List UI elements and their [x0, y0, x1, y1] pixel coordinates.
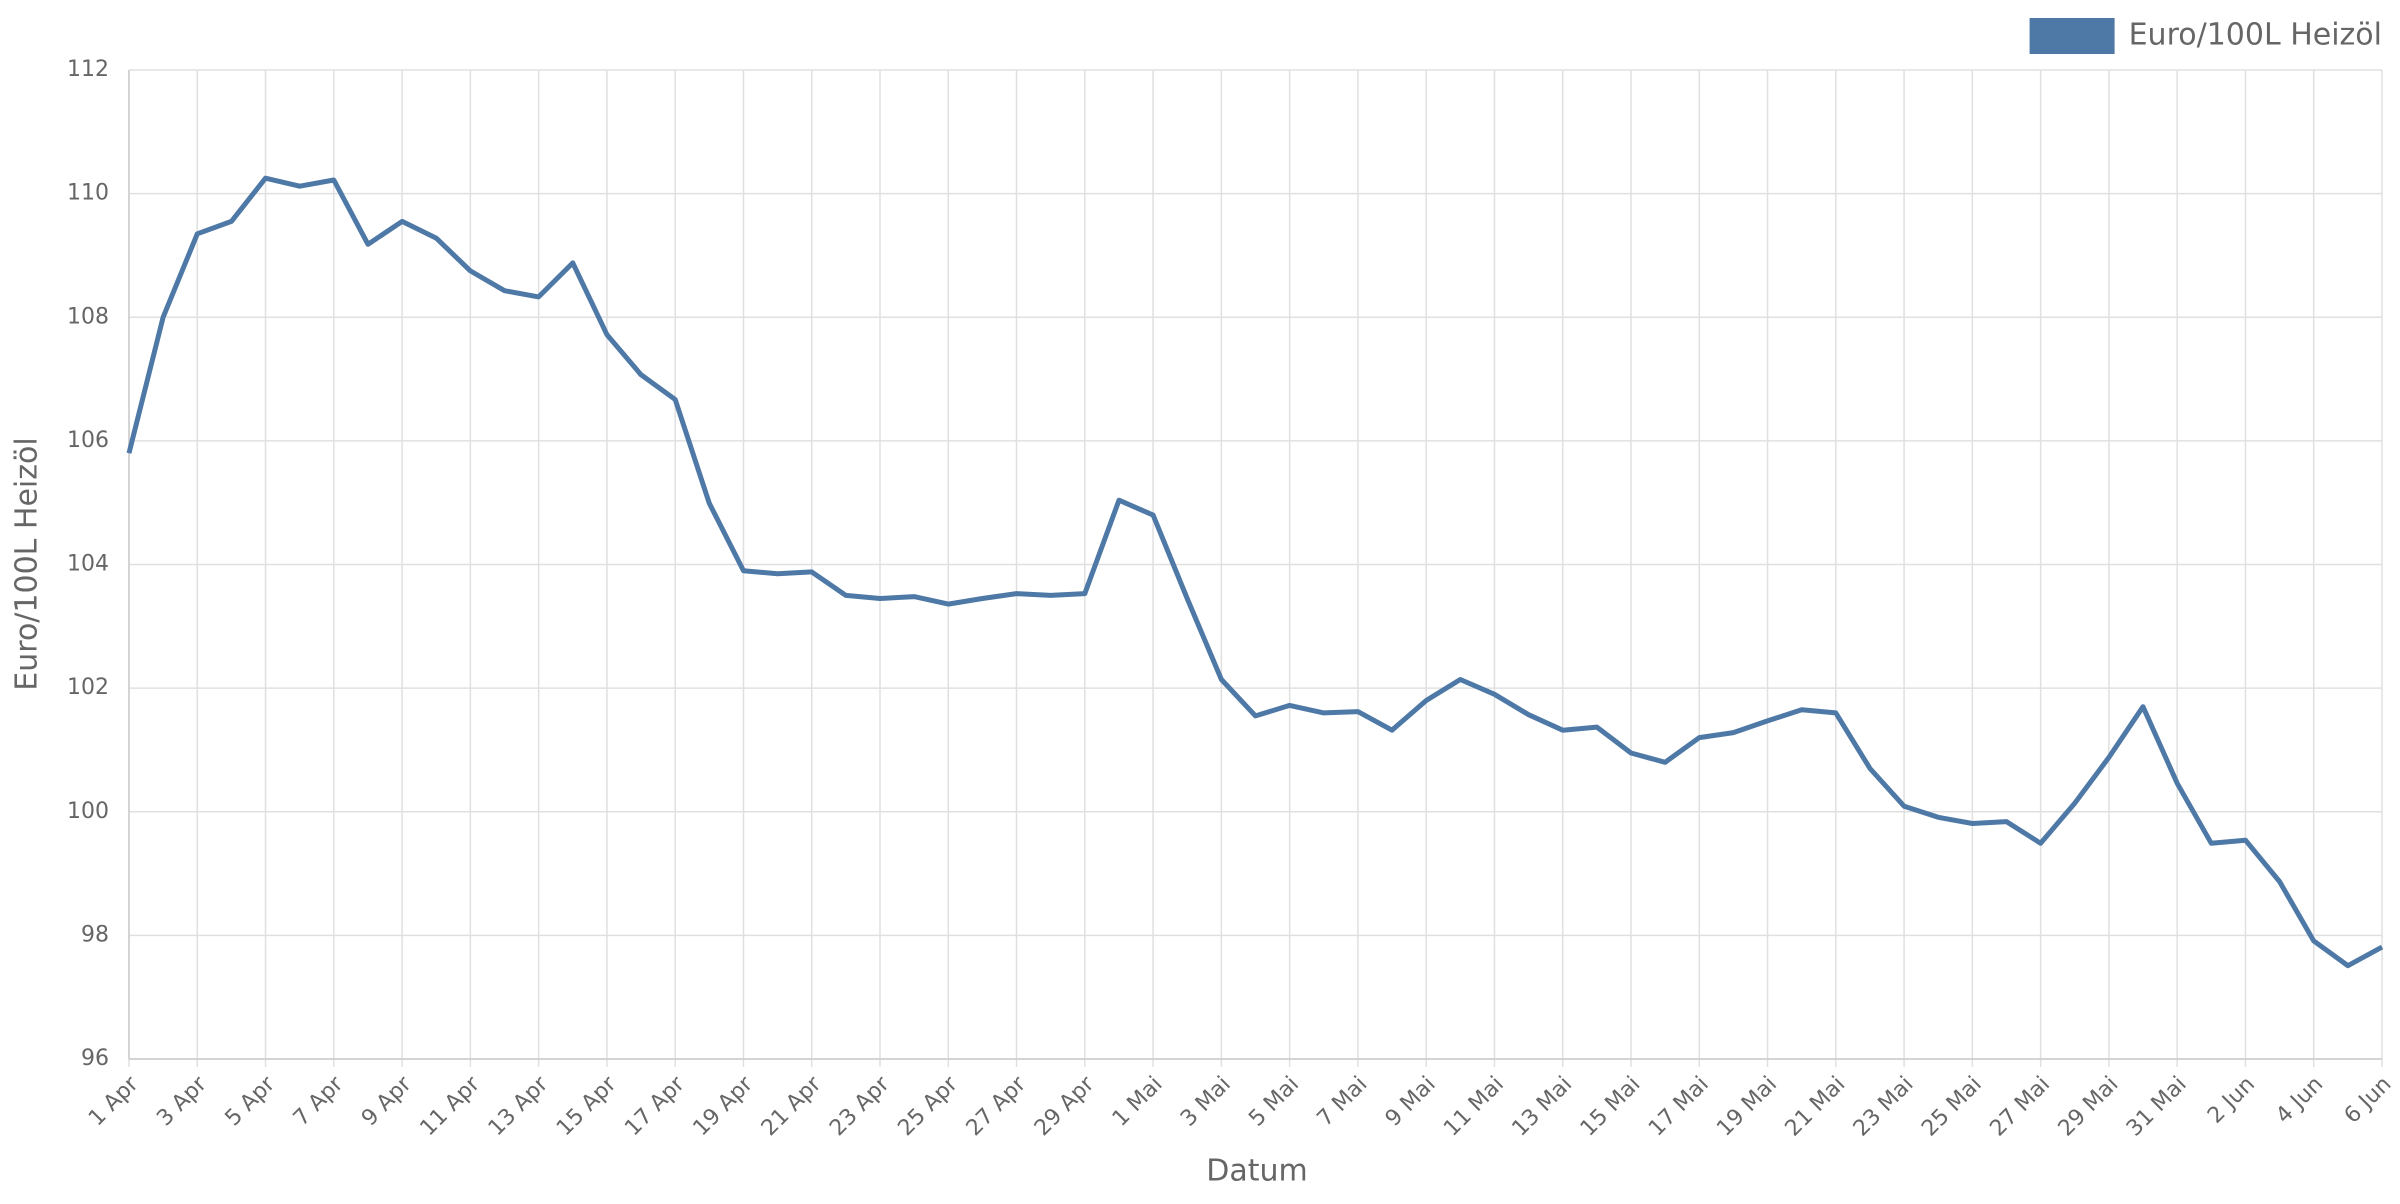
x-tick-label: 29 Apr: [1030, 1071, 1100, 1141]
x-tick-label: 21 Apr: [757, 1071, 827, 1141]
x-tick-label: 1 Mai: [1108, 1072, 1168, 1132]
x-tick-label: 9 Mai: [1381, 1072, 1441, 1132]
x-tick-label: 25 Apr: [893, 1071, 963, 1141]
y-tick-label: 110: [67, 181, 109, 206]
x-tick-label: 7 Mai: [1313, 1072, 1373, 1132]
x-tick-label: 7 Apr: [289, 1071, 349, 1131]
x-tick-label: 11 Apr: [416, 1071, 486, 1141]
y-tick-label: 102: [67, 675, 109, 700]
x-tick-label: 27 Mai: [1985, 1072, 2055, 1142]
y-tick-label: 98: [81, 922, 109, 947]
x-tick-label: 2 Jun: [2203, 1072, 2260, 1129]
x-tick-label: 5 Mai: [1244, 1072, 1304, 1132]
x-tick-label: 3 Apr: [152, 1071, 212, 1131]
x-tick-label: 15 Mai: [1576, 1072, 1646, 1142]
x-tick-label: 4 Jun: [2271, 1072, 2328, 1129]
x-tick-label: 27 Apr: [962, 1071, 1032, 1141]
y-tick-label: 104: [67, 552, 109, 577]
x-tick-label: 23 Apr: [825, 1071, 895, 1141]
legend-swatch: [2029, 18, 2115, 54]
line-series: [126, 175, 2384, 969]
x-tick-label: 17 Apr: [620, 1071, 690, 1141]
x-tick-label: 9 Apr: [357, 1071, 417, 1131]
x-tick-label: 13 Apr: [484, 1071, 554, 1141]
y-tick-label: 112: [67, 57, 109, 82]
x-tick-label: 15 Apr: [552, 1071, 622, 1141]
x-axis-title: Datum: [1206, 1154, 1307, 1189]
x-tick-label: 19 Mai: [1712, 1072, 1782, 1142]
y-tick-label: 106: [67, 428, 109, 453]
y-tick-label: 96: [81, 1046, 109, 1071]
x-tick-label: 6 Jun: [2340, 1072, 2397, 1129]
x-tick-label: 13 Mai: [1508, 1072, 1578, 1142]
x-tick-label: 25 Mai: [1917, 1072, 1987, 1142]
x-tick-label: 3 Mai: [1176, 1072, 1236, 1132]
x-tick-label: 1 Apr: [84, 1071, 144, 1131]
x-tick-label: 31 Mai: [2122, 1072, 2192, 1142]
legend-label: Euro/100L Heizöl: [2129, 18, 2382, 53]
x-tick-label: 11 Mai: [1439, 1072, 1509, 1142]
x-tick-label: 5 Apr: [221, 1071, 281, 1131]
y-axis-title: Euro/100L Heizöl: [10, 437, 45, 690]
y-tick-label: 108: [67, 304, 109, 329]
x-tick-label: 29 Mai: [2054, 1072, 2124, 1142]
x-tick-label: 23 Mai: [1849, 1072, 1919, 1142]
x-tick-label: 17 Mai: [1644, 1072, 1714, 1142]
x-tick-label: 19 Apr: [689, 1071, 759, 1141]
x-tick-label: 21 Mai: [1781, 1072, 1851, 1142]
y-tick-label: 100: [67, 799, 109, 824]
